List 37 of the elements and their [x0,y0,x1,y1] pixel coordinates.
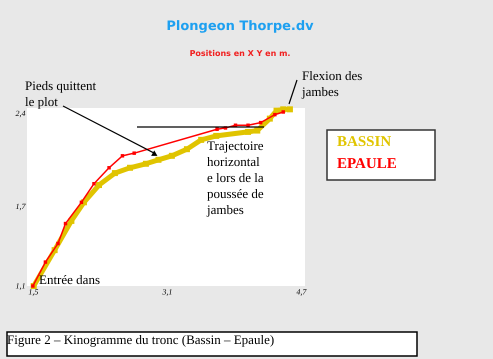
point [64,222,68,226]
point [213,132,220,139]
annotation: Trajectoire horizontal e lors de la poussée de jambes [206,138,264,217]
point [112,170,118,176]
y-tick-label: 1,1 [16,282,26,290]
point [258,120,262,124]
chart-subtitle: Positions en X Y en m. [190,49,290,58]
x-tick-label: 1,5 [28,288,38,296]
point [126,164,133,171]
point [107,166,111,170]
text: Flexion des jambes [301,68,362,99]
point [142,160,149,167]
annotation: Entrée dans [39,272,100,287]
text: EPAULE [337,156,397,172]
point [155,156,162,163]
text: BASSIN [337,134,392,150]
point [184,146,190,152]
point [273,112,277,116]
point [120,154,124,158]
y-tick-label: 2,4 [16,108,26,118]
annotation: Pieds quittent le plot [25,78,97,109]
point [68,218,74,224]
point [286,106,293,112]
y-tick-label: 1,7 [16,202,26,211]
point [80,200,84,204]
point [198,136,204,143]
caption: Figure 2 – Kinogramme du tronc (Bassin – Epaule) [7,332,274,347]
point [96,182,102,188]
point [44,260,48,264]
point [254,128,260,134]
x-tick-label: 3,1 [161,288,172,296]
chart-title: Plongeon Thorpe.dv [166,19,314,34]
point [168,152,175,159]
x-tick-label: 4,7 [296,288,308,296]
point [245,128,252,135]
point [132,151,136,155]
point [215,128,219,131]
